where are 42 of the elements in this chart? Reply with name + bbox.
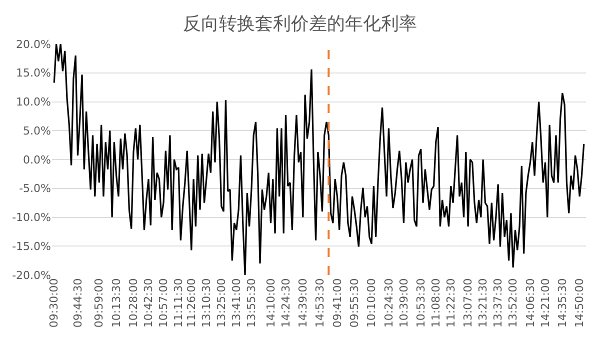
x-tick-label: 14:21:00 <box>538 278 552 328</box>
x-tick-label: 13:10:30 <box>200 278 213 328</box>
x-tick-label: 14:39:00 <box>296 278 310 328</box>
y-tick-label: 15.0% <box>16 66 51 80</box>
x-tick-label: 14:50:00 <box>573 278 586 328</box>
x-tick-label: 14:06:30 <box>524 278 537 328</box>
x-tick-label: 10:39:00 <box>397 278 410 328</box>
x-tick-label: 13:41:00 <box>230 278 244 328</box>
line-series <box>53 44 585 275</box>
y-tick-label: -10.0% <box>12 211 51 224</box>
x-tick-label: 13:25:00 <box>214 278 228 328</box>
x-tick-label: 14:53:30 <box>314 278 327 328</box>
y-tick-label: -5.0% <box>19 182 51 196</box>
chart-title: 反向转换套利价差的年化利率 <box>183 14 417 35</box>
y-tick-label: -15.0% <box>12 240 51 253</box>
x-tick-label: 13:52:00 <box>506 278 520 328</box>
x-tick-label: 13:07:00 <box>462 278 475 328</box>
y-tick-label: 20.0% <box>16 38 51 51</box>
x-tick-label: 09:59:00 <box>92 278 106 328</box>
y-tick-label: 0.0% <box>23 153 51 166</box>
x-tick-label: 10:57:00 <box>157 278 170 328</box>
x-tick-label: 13:21:30 <box>476 278 490 328</box>
x-tick-label: 10:10:00 <box>365 278 378 328</box>
x-tick-label: 11:22:30 <box>444 278 458 328</box>
x-tick-label: 10:53:30 <box>414 278 428 328</box>
x-tick-label: 09:44:30 <box>71 278 84 328</box>
x-tick-label: 09:55:30 <box>348 278 361 328</box>
x-tick-label: 13:55:30 <box>245 278 258 328</box>
x-tick-label: 10:13:30 <box>110 278 123 328</box>
x-tick-label: 14:35:30 <box>556 278 569 328</box>
x-tick-label: 10:42:30 <box>142 278 156 328</box>
y-tick-label: 5.0% <box>23 124 51 138</box>
x-tick-label: 11:26:00 <box>184 278 198 328</box>
x-tick-label: 10:28:00 <box>127 278 140 328</box>
x-tick-label: 09:41:00 <box>330 278 344 328</box>
x-tick-label: 11:08:00 <box>429 278 442 328</box>
x-tick-label: 11:11:30 <box>172 278 186 328</box>
x-tick-label: 10:24:30 <box>382 278 396 328</box>
x-tick-label: 14:24:30 <box>279 278 292 328</box>
x-tick-label: 14:10:00 <box>264 278 278 328</box>
x-tick-label: 13:37:30 <box>492 278 505 328</box>
y-tick-label: 10.0% <box>16 96 51 109</box>
